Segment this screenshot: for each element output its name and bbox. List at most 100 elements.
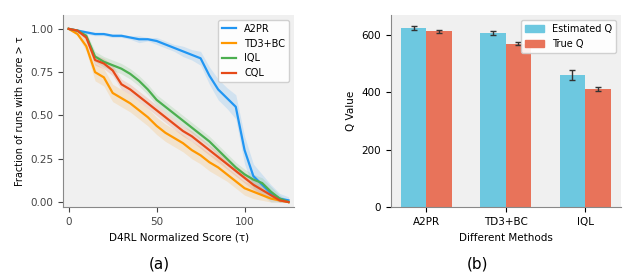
Line: TD3+BC: TD3+BC	[69, 29, 289, 202]
TD3+BC	[127, 102, 134, 105]
CQL	[65, 27, 73, 30]
IQL	[241, 173, 249, 176]
Y-axis label: Fraction of runs with score > τ: Fraction of runs with score > τ	[15, 36, 25, 186]
CQL	[179, 129, 187, 133]
A2PR	[74, 29, 81, 32]
TD3+BC	[74, 32, 81, 36]
IQL	[135, 79, 143, 82]
Text: (b): (b)	[466, 256, 488, 271]
CQL	[109, 69, 116, 72]
A2PR	[127, 36, 134, 39]
TD3+BC	[170, 136, 178, 140]
CQL	[197, 142, 204, 145]
A2PR	[144, 38, 151, 41]
IQL	[179, 119, 187, 122]
IQL	[100, 60, 107, 63]
A2PR	[214, 88, 222, 91]
Y-axis label: Q Value: Q Value	[346, 91, 356, 131]
TD3+BC	[83, 45, 90, 48]
Line: CQL: CQL	[69, 29, 289, 202]
CQL	[258, 188, 266, 192]
Bar	[585, 89, 611, 207]
IQL	[205, 140, 213, 143]
Text: (a): (a)	[148, 256, 170, 271]
A2PR	[83, 31, 90, 34]
TD3+BC	[232, 180, 240, 183]
CQL	[249, 183, 257, 186]
IQL	[65, 27, 73, 30]
A2PR	[162, 43, 169, 46]
A2PR	[188, 53, 196, 56]
A2PR	[223, 96, 231, 100]
CQL	[214, 155, 222, 159]
Legend: Estimated Q, True Q: Estimated Q, True Q	[521, 20, 616, 53]
CQL	[285, 201, 293, 204]
A2PR	[197, 57, 204, 60]
A2PR	[170, 46, 178, 50]
CQL	[144, 102, 151, 105]
CQL	[153, 109, 160, 112]
CQL	[188, 135, 196, 138]
A2PR	[267, 192, 275, 195]
Bar	[506, 44, 531, 207]
Bar	[560, 75, 585, 207]
IQL	[232, 166, 240, 169]
Bar	[480, 33, 506, 207]
CQL	[74, 29, 81, 32]
A2PR	[276, 197, 284, 200]
CQL	[135, 95, 143, 98]
IQL	[267, 190, 275, 193]
IQL	[188, 126, 196, 129]
IQL	[197, 133, 204, 136]
CQL	[223, 162, 231, 165]
A2PR	[179, 50, 187, 53]
CQL	[205, 149, 213, 152]
TD3+BC	[249, 190, 257, 193]
Bar	[427, 31, 452, 207]
IQL	[170, 112, 178, 115]
A2PR	[118, 34, 125, 38]
TD3+BC	[258, 193, 266, 197]
TD3+BC	[285, 201, 293, 204]
TD3+BC	[241, 187, 249, 190]
A2PR	[232, 105, 240, 109]
TD3+BC	[162, 131, 169, 135]
IQL	[249, 178, 257, 181]
TD3+BC	[179, 142, 187, 145]
IQL	[153, 98, 160, 102]
TD3+BC	[109, 91, 116, 95]
A2PR	[91, 32, 99, 36]
IQL	[144, 88, 151, 91]
TD3+BC	[223, 173, 231, 176]
IQL	[83, 34, 90, 38]
CQL	[91, 58, 99, 62]
CQL	[83, 36, 90, 39]
IQL	[258, 181, 266, 185]
CQL	[118, 83, 125, 86]
CQL	[276, 199, 284, 202]
Bar	[401, 28, 427, 207]
TD3+BC	[65, 27, 73, 30]
IQL	[162, 105, 169, 109]
IQL	[214, 149, 222, 152]
TD3+BC	[267, 197, 275, 200]
IQL	[109, 64, 116, 67]
IQL	[127, 72, 134, 76]
A2PR	[258, 183, 266, 186]
CQL	[170, 122, 178, 126]
TD3+BC	[276, 199, 284, 202]
IQL	[91, 55, 99, 58]
A2PR	[153, 39, 160, 43]
CQL	[127, 88, 134, 91]
TD3+BC	[153, 124, 160, 127]
TD3+BC	[205, 161, 213, 164]
X-axis label: D4RL Normalized Score (τ): D4RL Normalized Score (τ)	[109, 233, 249, 242]
A2PR	[205, 74, 213, 77]
TD3+BC	[214, 166, 222, 169]
TD3+BC	[144, 116, 151, 119]
Legend: A2PR, TD3+BC, IQL, CQL: A2PR, TD3+BC, IQL, CQL	[218, 20, 289, 82]
TD3+BC	[188, 149, 196, 152]
TD3+BC	[100, 76, 107, 79]
IQL	[276, 197, 284, 200]
CQL	[267, 193, 275, 197]
